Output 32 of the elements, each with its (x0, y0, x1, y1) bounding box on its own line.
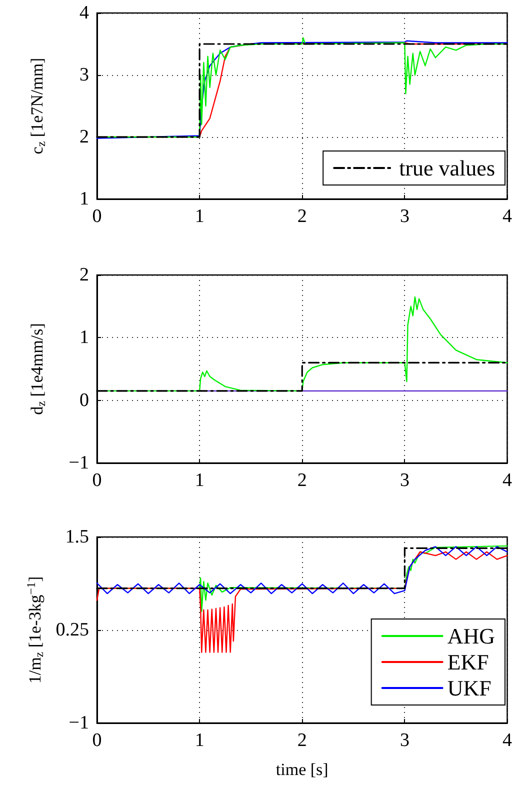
legend-label: true values (399, 156, 495, 180)
y-tick-label: 1 (80, 188, 89, 210)
y-tick-label: 0.25 (56, 620, 89, 640)
x-tick-label: 3 (400, 206, 410, 227)
x-tick-label: 4 (502, 730, 512, 751)
y-tick-label: −1 (68, 452, 89, 474)
x-tick-label: 2 (297, 730, 307, 751)
legend-label: EKF (447, 650, 489, 674)
line-series (96, 551, 508, 653)
y-axis-title: cz [1e7N/mm] (28, 58, 48, 154)
y-tick-label: 2 (80, 264, 89, 286)
x-tick-label: 2 (297, 206, 307, 227)
x-axis-title: time [s] (276, 760, 328, 779)
y-tick-label: 4 (80, 2, 90, 24)
x-tick-label: 3 (400, 730, 410, 751)
y-tick-label: 1.5 (65, 526, 89, 548)
x-tick-label: 1 (194, 470, 204, 491)
x-tick-label: 1 (194, 730, 204, 751)
y-tick-label: −1 (68, 712, 89, 734)
legend-label: UKF (447, 676, 492, 700)
x-tick-label: 1 (194, 206, 204, 227)
y-tick-label: 0 (80, 390, 89, 411)
x-tick-label: 4 (502, 470, 512, 491)
x-tick-label: 2 (297, 470, 307, 491)
x-tick-label: 3 (400, 470, 410, 491)
x-tick-label: 4 (502, 206, 512, 227)
y-tick-label: 1 (80, 327, 89, 348)
y-axis-title: 1/mz [1e-3kg−1] (24, 576, 46, 684)
y-tick-label: 3 (80, 64, 89, 86)
y-axis-title: dz [1e4mm/s] (28, 323, 48, 415)
y-tick-label: 2 (80, 126, 89, 148)
legend-label: AHG (447, 624, 496, 648)
